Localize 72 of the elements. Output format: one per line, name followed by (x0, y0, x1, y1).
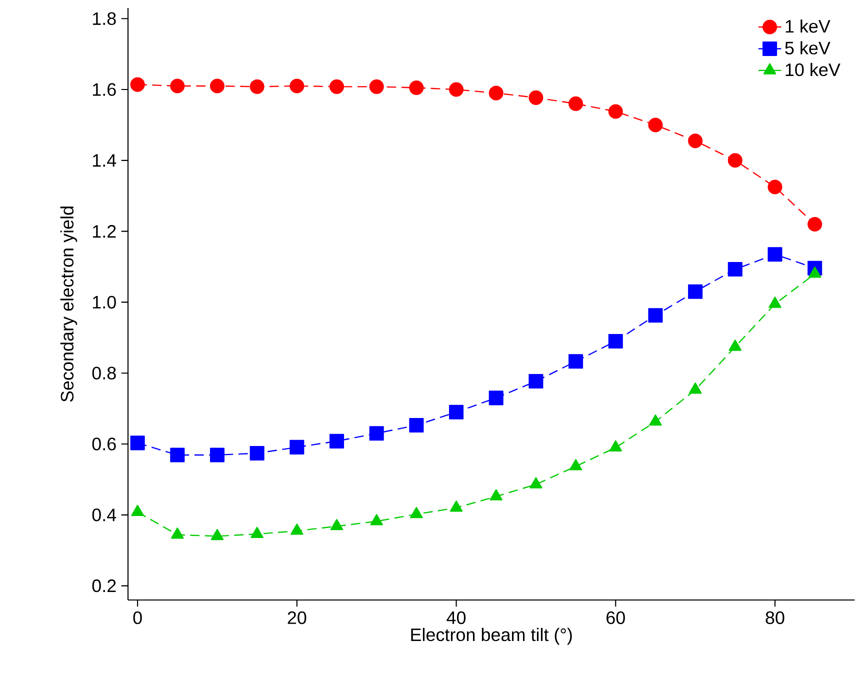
legend-label: 5 keV (785, 41, 830, 54)
legend-label: 10 keV (786, 62, 840, 76)
point (728, 153, 742, 168)
point (369, 79, 384, 94)
x-tick-label: 80 (766, 611, 784, 624)
x-tick-label: 40 (446, 611, 466, 624)
point (728, 340, 742, 351)
point (488, 390, 504, 406)
point (648, 118, 663, 132)
point (768, 180, 782, 194)
point (449, 82, 464, 97)
point (409, 80, 424, 96)
y-tick-label: 1.8 (92, 12, 116, 25)
point (490, 489, 502, 500)
point (329, 434, 344, 448)
point (290, 524, 304, 535)
point (688, 134, 703, 148)
y-axis-title: Secondary electron yield (60, 206, 78, 402)
point (688, 382, 702, 394)
point (569, 459, 582, 470)
y-tick-label: 0.2 (92, 579, 116, 592)
point (768, 296, 782, 308)
point (450, 500, 463, 512)
point (649, 414, 662, 426)
point (290, 440, 304, 454)
point (330, 518, 344, 530)
legend-label: 1 keV (786, 20, 830, 33)
x-axis-title: Electron beam tilt (°) (411, 628, 572, 645)
point (648, 308, 663, 323)
point (131, 504, 144, 516)
x-tick-label: 20 (288, 611, 306, 624)
point (608, 334, 623, 348)
point (250, 446, 264, 460)
point (370, 514, 383, 526)
point (250, 79, 264, 94)
point (449, 404, 464, 420)
point (130, 77, 145, 92)
point (210, 448, 225, 462)
point (369, 426, 384, 441)
point (130, 436, 145, 450)
point (688, 284, 703, 299)
point (808, 216, 822, 232)
point (409, 418, 424, 432)
point (528, 374, 544, 389)
point (170, 78, 185, 94)
point (329, 79, 344, 94)
point (808, 266, 822, 278)
point (171, 527, 184, 539)
point (250, 526, 264, 538)
point (170, 448, 185, 462)
x-tick-label: 60 (606, 611, 625, 624)
y-tick-label: 1.0 (92, 296, 116, 309)
point (530, 477, 542, 488)
point (488, 86, 504, 100)
point (608, 104, 623, 119)
point (528, 90, 544, 105)
point (210, 528, 224, 540)
y-tick-label: 0.8 (92, 366, 116, 380)
point (728, 262, 742, 277)
y-tick-label: 1.6 (92, 83, 116, 96)
y-tick-label: 0.4 (92, 508, 116, 522)
point (568, 96, 584, 111)
point (410, 506, 423, 518)
y-tick-label: 1.2 (92, 225, 116, 238)
point (768, 247, 782, 262)
point (609, 440, 622, 452)
y-tick-label: 1.4 (92, 154, 116, 167)
point (568, 354, 584, 369)
point (290, 78, 304, 94)
y-tick-label: 0.6 (92, 438, 116, 450)
x-tick-label: 0 (133, 611, 142, 624)
point (210, 78, 225, 94)
